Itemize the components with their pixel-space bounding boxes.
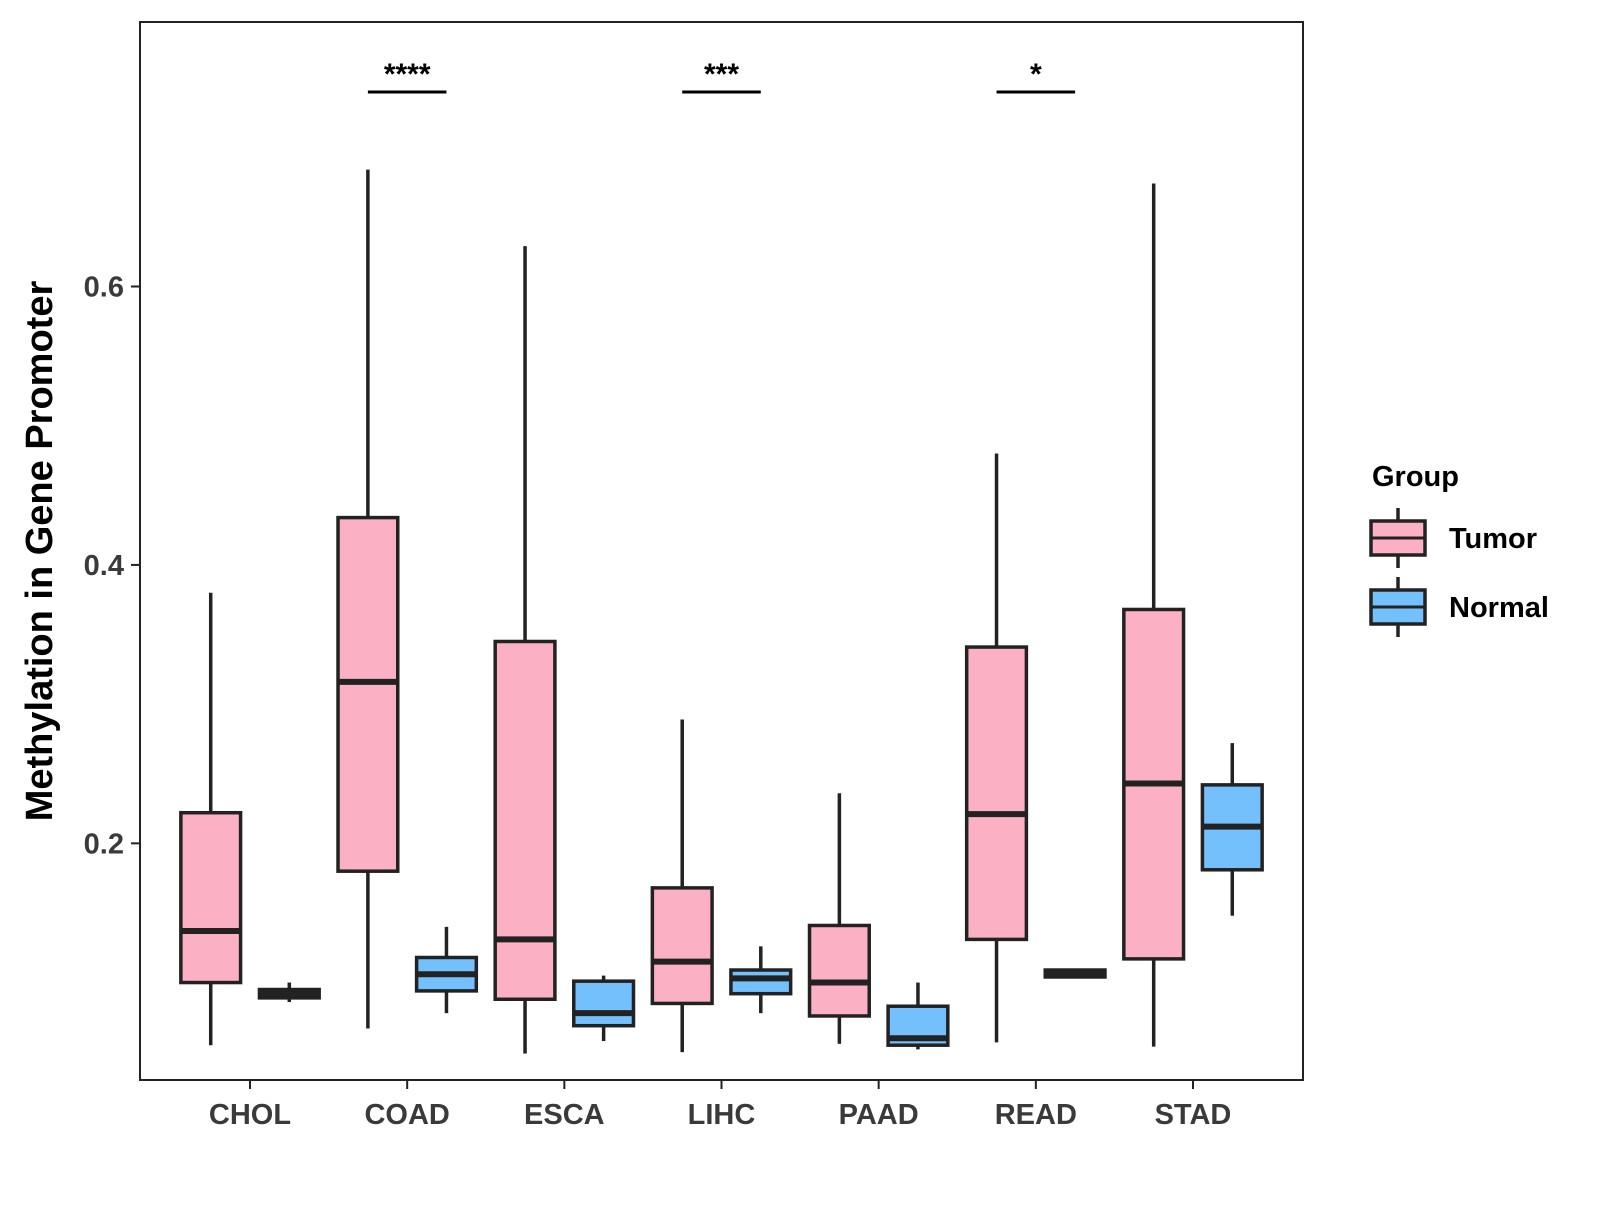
- box-tumor-coad: [336, 169, 400, 1029]
- plot-panel: [139, 21, 1304, 1081]
- box-tumor-chol: [179, 592, 243, 1046]
- box-normal-stad: [1200, 743, 1264, 916]
- legend: Group Tumor Normal: [1369, 461, 1549, 637]
- x-tick-label-stad: STAD: [1155, 1099, 1232, 1131]
- box-tumor-stad: [1122, 183, 1186, 1047]
- box-body-tumor-coad: [336, 515, 400, 873]
- box-body-tumor-lihc: [650, 886, 714, 1006]
- legend-label-normal: Normal: [1449, 592, 1549, 624]
- significance-label-lihc: ***: [704, 58, 739, 91]
- box-normal-paad: [886, 982, 950, 1050]
- y-axis-label: Methylation in Gene Promoter: [19, 281, 61, 822]
- box-tumor-paad: [807, 793, 871, 1044]
- axes-layer: 0.2 0.4 0.6 CHOL COAD ESCA LIHC PAAD READ STAD: [84, 272, 1232, 1132]
- legend-label-tumor: Tumor: [1449, 523, 1537, 555]
- box-body-tumor-paad: [807, 923, 871, 1018]
- legend-key-normal: [1369, 577, 1427, 637]
- significance-label-read: *: [1030, 58, 1042, 91]
- box-body-tumor-esca: [493, 639, 557, 1002]
- x-tick-label-read: READ: [995, 1099, 1077, 1131]
- y-tick-label-1: 0.4: [84, 550, 124, 582]
- box-normal-esca: [572, 975, 636, 1042]
- box-body-tumor-chol: [179, 810, 243, 985]
- x-tick-label-lihc: LIHC: [688, 1099, 756, 1131]
- box-tumor-esca: [493, 246, 557, 1054]
- box-normal-read: [1043, 968, 1107, 979]
- legend-title: Group: [1372, 461, 1459, 493]
- significance-layer: **** *** *: [367, 58, 1076, 94]
- significance-label-coad: ****: [384, 58, 431, 91]
- box-body-normal-esca: [572, 979, 636, 1028]
- y-tick-label-0: 0.2: [84, 828, 124, 860]
- y-tick-label-2: 0.6: [84, 272, 124, 304]
- box-normal-coad: [414, 926, 479, 1014]
- box-tumor-read: [964, 453, 1029, 1043]
- box-body-tumor-read: [964, 645, 1029, 942]
- box-tumor-lihc: [650, 719, 714, 1053]
- box-normal-lihc: [729, 946, 793, 1014]
- box-body-normal-lihc: [729, 968, 793, 996]
- x-tick-label-esca: ESCA: [524, 1099, 605, 1131]
- x-tick-label-paad: PAAD: [839, 1099, 919, 1131]
- legend-key-tumor: [1369, 508, 1427, 568]
- boxes-layer: [179, 169, 1264, 1054]
- x-tick-label-coad: COAD: [364, 1099, 449, 1131]
- box-normal-chol: [257, 982, 321, 1003]
- x-tick-label-chol: CHOL: [209, 1099, 291, 1131]
